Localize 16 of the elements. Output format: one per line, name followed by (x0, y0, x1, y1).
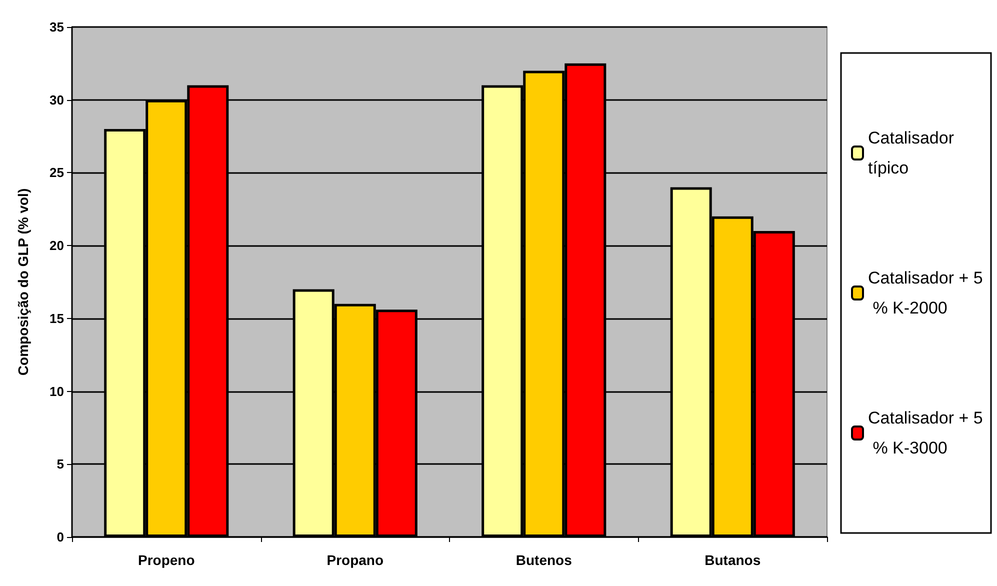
legend-label: Catalisador + 5 % K-2000 (868, 268, 983, 318)
y-tick-label: 15 (50, 310, 64, 326)
legend-label: Catalisador + 5 % K-3000 (868, 408, 983, 458)
x-tick-label: Butenos (516, 552, 572, 568)
y-tick-label: 20 (50, 238, 64, 254)
x-tick-label: Propano (326, 552, 384, 568)
y-tick-label: 5 (56, 456, 64, 472)
y-tick-label: 10 (50, 384, 64, 399)
y-axis-title: Composição do GLP (% vol) (15, 188, 31, 376)
x-tick-label: Butanos (704, 552, 761, 568)
y-tick-label: 25 (50, 165, 64, 180)
legend-label: Catalisador típico (868, 128, 959, 178)
y-tick-label: 35 (50, 20, 64, 34)
x-tick-label: Propeno (138, 552, 195, 568)
y-tick-label: 30 (50, 92, 64, 108)
y-tick-label: 0 (56, 530, 64, 544)
